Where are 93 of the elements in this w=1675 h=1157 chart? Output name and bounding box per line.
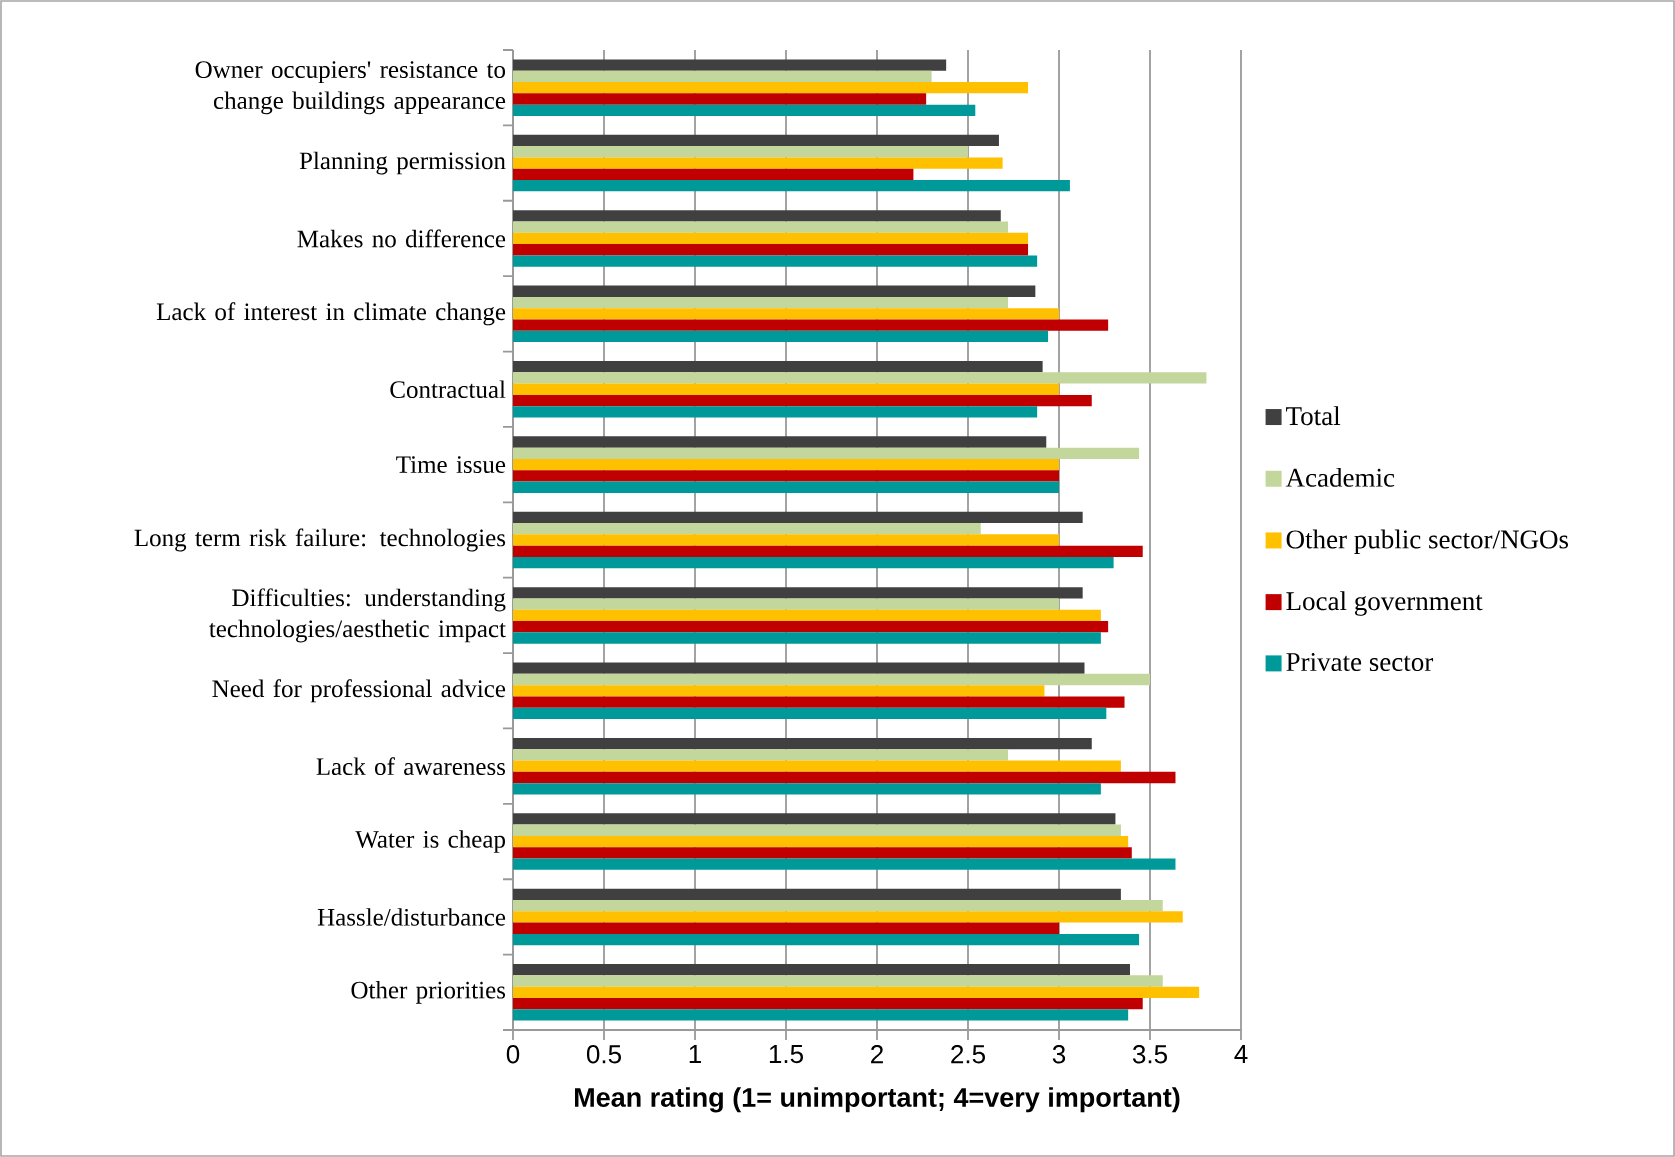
- bar: [513, 168, 914, 181]
- bar: [513, 104, 976, 116]
- bar: [513, 545, 1143, 557]
- bar: [513, 749, 1009, 761]
- legend-label: Private sector: [1286, 652, 1434, 672]
- bar: [513, 70, 932, 83]
- bar: [513, 255, 1038, 267]
- bar: [513, 771, 1176, 784]
- bar: [513, 888, 1121, 900]
- bar: [513, 534, 1059, 546]
- bar: [513, 296, 1009, 309]
- legend-label: Local government: [1286, 591, 1483, 616]
- bar: [513, 621, 1109, 633]
- bar: [513, 146, 968, 158]
- y-tick-label: Long term risk failure: technologies: [134, 528, 506, 552]
- x-tick-label: 4: [1234, 1045, 1248, 1063]
- bar: [513, 134, 999, 147]
- x-tick-label: 1: [689, 1045, 701, 1063]
- y-tick-label: Other priorities: [351, 980, 506, 1004]
- bar: [513, 93, 927, 105]
- bar: [513, 481, 1059, 493]
- bar: [513, 447, 1140, 459]
- bar: [513, 997, 1143, 1010]
- bar: [513, 157, 1003, 169]
- bar: [513, 587, 1083, 599]
- bar: [513, 436, 1047, 448]
- y-tick-label: Makes no difference: [297, 229, 506, 248]
- bar: [513, 556, 1114, 569]
- bar: [513, 308, 1059, 320]
- x-tick-label: 1.5: [769, 1045, 803, 1064]
- y-tick-label: Lack of awareness: [316, 757, 506, 776]
- bar: [513, 632, 1101, 644]
- legend-label: Total: [1286, 406, 1341, 426]
- bar: [513, 511, 1083, 524]
- x-tick-label: 2.5: [951, 1045, 985, 1064]
- bar: [513, 319, 1109, 331]
- bar: [513, 232, 1029, 245]
- bar: [513, 470, 1059, 482]
- bar: [513, 244, 1029, 256]
- bar: [513, 82, 1029, 94]
- x-tick-label: 3.5: [1132, 1045, 1167, 1064]
- x-axis-title: Mean rating (1= unimportant; 4=very important): [575, 1087, 1180, 1113]
- bar: [513, 372, 1207, 384]
- bar: [513, 221, 1009, 233]
- bar: [513, 383, 1059, 395]
- bar: [513, 394, 1092, 407]
- legend-label: Academic: [1285, 467, 1395, 487]
- bar: [513, 360, 1043, 373]
- bar: [513, 707, 1107, 720]
- bar: [513, 783, 1101, 795]
- bar: [513, 458, 1059, 471]
- bar: [513, 285, 1036, 297]
- y-tick-label: Need for professional advice: [212, 679, 506, 703]
- bar: [513, 685, 1045, 697]
- x-tick-label: 0.5: [586, 1045, 621, 1064]
- y-tick-label: Lack of interest in climate change: [156, 302, 506, 326]
- bar: [513, 673, 1151, 686]
- bar: [513, 598, 1059, 610]
- y-tick-label: Hassle/disturbance: [317, 908, 506, 926]
- bar: [513, 975, 1163, 987]
- bar: [513, 899, 1163, 912]
- bar: [513, 760, 1121, 772]
- bar: [513, 847, 1132, 859]
- bar: [513, 911, 1183, 923]
- x-tick-label: 0: [506, 1045, 520, 1064]
- y-tick-label: Contractual: [390, 380, 506, 399]
- y-tick-label: Difficulties: understanding technologies/aesthetic impact: [209, 588, 506, 643]
- bar: [513, 922, 1059, 934]
- y-tick-label: Water is cheap: [355, 830, 505, 853]
- y-tick-label: Time issue: [396, 456, 506, 474]
- bar: [513, 523, 981, 535]
- bar: [513, 824, 1121, 836]
- y-tick-label: Owner occupiers' resistance to change buildings appearance: [195, 61, 506, 115]
- bar: [513, 330, 1049, 343]
- bar: [513, 180, 1070, 192]
- y-tick-label: Planning permission: [299, 151, 506, 175]
- x-tick-label: 3: [1052, 1045, 1066, 1064]
- bar: [513, 858, 1176, 870]
- legend-label: Other public sector/NGOs: [1286, 529, 1569, 555]
- bar: [513, 964, 1130, 976]
- bar: [513, 835, 1129, 848]
- bar: [513, 696, 1125, 708]
- bar: [513, 662, 1085, 674]
- x-tick-label: 2: [871, 1045, 883, 1064]
- bar: [513, 210, 1001, 222]
- bar: [513, 813, 1116, 825]
- bar: [513, 59, 947, 71]
- bar: [513, 406, 1038, 418]
- bar: [513, 1009, 1129, 1021]
- bar: [513, 737, 1092, 750]
- bar: [513, 609, 1101, 622]
- bar: [513, 986, 1200, 998]
- bar: [513, 933, 1140, 946]
